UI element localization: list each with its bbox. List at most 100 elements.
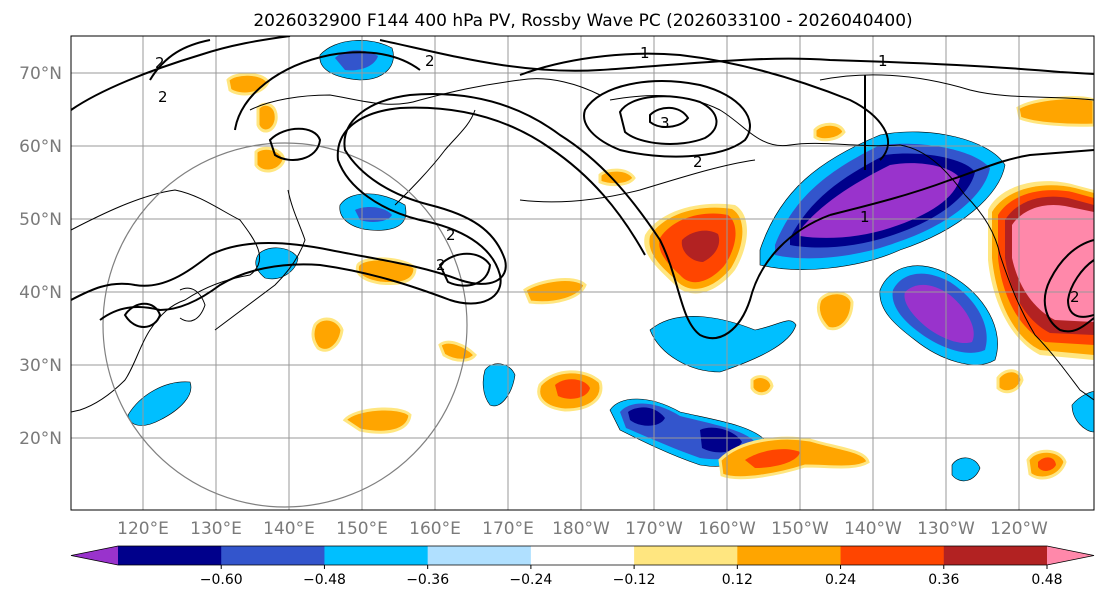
lat-label: 30°N <box>19 356 62 376</box>
lon-labels: 120°E 130°E 140°E 150°E 160°E 170°E 180°… <box>117 519 1048 539</box>
pv-contours <box>71 36 1094 340</box>
shade-neg-light <box>951 457 981 482</box>
shade-pos-orange <box>438 340 477 362</box>
map-area: 1 1 1 2 2 2 2 2 2 2 3 <box>71 36 1094 510</box>
colorbar-swatch <box>737 546 842 565</box>
shade-pos-red <box>1038 457 1056 471</box>
contour-label: 2 <box>436 256 446 274</box>
colorbar-swatch <box>840 546 945 565</box>
lat-labels: 70°N 60°N 50°N 40°N 30°N 20°N <box>19 64 62 449</box>
pv-contour <box>1043 239 1094 333</box>
lon-label: 140°E <box>263 519 315 539</box>
map-frame <box>70 35 1095 511</box>
pv-contour <box>519 52 890 161</box>
coast-na-west <box>964 194 1094 401</box>
shade-pos-red <box>745 449 800 468</box>
lon-label: 130°E <box>190 519 242 539</box>
pv-contour <box>618 95 718 145</box>
colorbar-swatch <box>324 546 429 565</box>
shade-pos-orange <box>256 102 278 133</box>
colorbar-swatch <box>530 546 635 565</box>
shade-pos-orange <box>996 369 1024 394</box>
shade-neg-light <box>1071 391 1094 433</box>
contour-label: 1 <box>878 52 888 70</box>
pv-contour <box>649 106 690 128</box>
shade-pos-orange <box>523 278 587 305</box>
lon-label: 140°W <box>844 519 902 539</box>
pv-contour <box>71 36 291 111</box>
colorbar-label: 0.36 <box>928 572 959 588</box>
shade-pos-orange <box>355 257 417 286</box>
shade-pos-orange <box>813 122 846 142</box>
shade-pos-orange <box>816 291 854 331</box>
coast-arctic <box>819 74 1094 101</box>
colorbar-label: −0.24 <box>509 572 552 588</box>
colorbar-extend-min <box>71 546 118 565</box>
shade-pos-core <box>1012 204 1094 322</box>
contour-label: 2 <box>1070 288 1080 306</box>
colorbar-outline <box>70 545 1095 566</box>
pv-contour <box>268 127 322 161</box>
lon-label: 170°W <box>625 519 683 539</box>
colorbar-label: −0.12 <box>613 572 656 588</box>
lat-label: 60°N <box>19 137 62 157</box>
shade-pos-orange <box>254 146 286 173</box>
lon-label: 150°E <box>336 519 388 539</box>
lon-label: 120°E <box>117 519 169 539</box>
shade-pos-orange <box>1016 96 1094 127</box>
pv-contour <box>149 39 211 81</box>
lon-label: 150°W <box>771 519 829 539</box>
colorbar-label: −0.60 <box>200 572 243 588</box>
pv-contour <box>234 51 421 131</box>
colorbar-extend-max <box>1047 546 1094 565</box>
lon-label: 160°W <box>698 519 756 539</box>
contour-label: 2 <box>155 54 165 72</box>
shade-pos-orange <box>342 407 412 434</box>
lon-label: 180°W <box>552 519 610 539</box>
shade-neg-light <box>482 363 516 407</box>
contour-label: 1 <box>860 208 870 226</box>
contour-label: 2 <box>425 52 435 70</box>
colorbar-swatch <box>943 546 1048 565</box>
colorbar: −0.60 −0.48 −0.36 −0.24 −0.12 0.12 0.24 0.36 0.4… <box>70 545 1095 588</box>
contour-label: 2 <box>446 226 456 244</box>
shade-neg-dark <box>628 407 742 453</box>
coast-korea <box>179 287 206 322</box>
chart-title: 2026032900 F144 400 hPa PV, Rossby Wave … <box>253 11 912 31</box>
colorbar-swatch <box>427 546 532 565</box>
contour-label: 3 <box>660 114 670 132</box>
lat-label: 40°N <box>19 283 62 303</box>
shade-neg-mid <box>335 50 378 71</box>
pv-contour <box>583 80 751 158</box>
range-circle <box>102 142 468 508</box>
colorbar-label: −0.48 <box>303 572 346 588</box>
lon-label: 170°E <box>482 519 534 539</box>
colorbar-label: 0.24 <box>825 572 856 588</box>
coast-siberia <box>249 78 601 111</box>
pv-contour <box>829 149 1094 216</box>
shade-neg-mid <box>355 207 392 223</box>
colorbar-label: 0.12 <box>722 572 753 588</box>
pv-contour <box>438 252 492 287</box>
contour-label: 2 <box>158 88 168 106</box>
lat-label: 50°N <box>19 210 62 230</box>
shade-pos-orange <box>750 375 774 396</box>
pv-contour <box>379 39 1094 75</box>
shade-pos-orange <box>311 317 344 352</box>
lon-label: 160°E <box>409 519 461 539</box>
shade-neg-light <box>649 316 797 373</box>
lon-label: 120°W <box>990 519 1048 539</box>
colorbar-swatch <box>221 546 325 565</box>
shade-neg-core <box>904 284 974 344</box>
pv-contour <box>71 93 831 340</box>
shade-pos-dark <box>681 230 720 262</box>
colorbar-swatch <box>118 546 222 565</box>
pv-contour <box>99 106 646 321</box>
lon-label: 130°W <box>917 519 975 539</box>
pv-contour <box>123 302 162 328</box>
contour-label: 2 <box>693 153 703 171</box>
shade-neg-light <box>127 381 192 426</box>
contour-labels: 1 1 1 2 2 2 2 2 2 2 3 <box>155 44 1080 306</box>
lat-label: 70°N <box>19 64 62 84</box>
colorbar-label: −0.36 <box>406 572 449 588</box>
